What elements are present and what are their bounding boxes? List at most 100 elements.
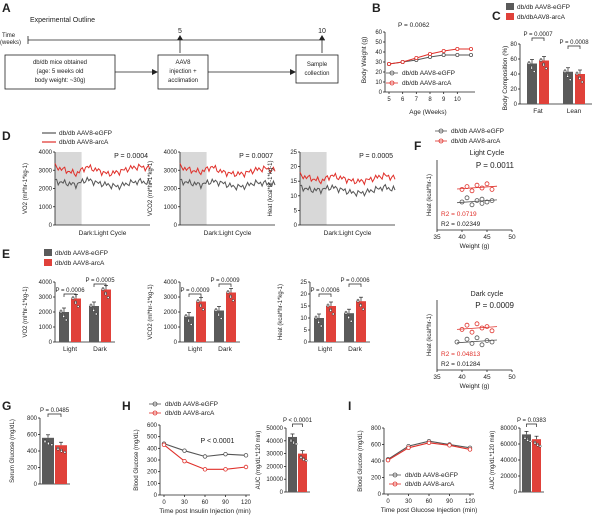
chart-h-auc-point bbox=[289, 439, 293, 443]
chart-d1-pvalue: P = 0.0004 bbox=[114, 153, 148, 160]
chart-f1-x-tick-label: 35 bbox=[433, 234, 441, 241]
chart-f2-fit-line bbox=[456, 339, 498, 344]
chart-d2-series-line bbox=[179, 163, 276, 179]
panel-h: H db/db AAV8-eGFP db/db AAV8-arcA 0 100 20… bbox=[122, 399, 313, 515]
chart-b-point bbox=[441, 53, 446, 58]
chart-d2-y-tick-label: 0 bbox=[174, 223, 178, 229]
chart-e3-point bbox=[326, 304, 330, 308]
chart-e1-ylabel: VO2 (ml*hr-1*kg-1) bbox=[23, 286, 29, 337]
chart-b-point bbox=[455, 53, 460, 58]
chart-g-y-tick-label: 400 bbox=[27, 449, 38, 455]
chart-b-y-tick-label: 30 bbox=[375, 60, 382, 66]
chart-c-x-tick-label: Fat bbox=[533, 108, 543, 115]
chart-e1-pvalue: P = 0.0005 bbox=[85, 278, 115, 284]
chart-h-y-tick-label: 400 bbox=[147, 446, 158, 452]
panel-label-g: G bbox=[2, 399, 11, 413]
chart-i-x-tick-label: 0 bbox=[386, 499, 390, 505]
chart-f2-ylabel: Heat (kcal*hr-1) bbox=[427, 314, 433, 356]
legend-swatch-arca bbox=[44, 259, 52, 266]
chart-e2-point bbox=[229, 295, 232, 299]
chart-f1-point bbox=[474, 198, 480, 204]
panel-label-h: H bbox=[122, 399, 131, 413]
chart-b-ylabel: Body Weight (g) bbox=[361, 37, 368, 83]
chart-e2-point bbox=[184, 315, 188, 318]
chart-b-y-tick-label: 50 bbox=[375, 40, 382, 46]
chart-e3-bar bbox=[344, 313, 354, 342]
panel-label-f: F bbox=[414, 139, 421, 153]
chart-b-pvalue: P = 0.0062 bbox=[398, 22, 430, 29]
chart-d2-xlabel: Dark:Light Cycle bbox=[204, 230, 252, 237]
chart-h-auc-y-tick-label: 40000 bbox=[266, 439, 283, 445]
chart-f2-title: Dark cycle bbox=[471, 291, 504, 298]
chart-h-y-tick-label: 300 bbox=[147, 458, 158, 464]
chart-e2-y-tick-label: 0 bbox=[174, 340, 178, 346]
chart-e2-y-tick-label: 1000 bbox=[164, 325, 178, 331]
chart-b-x-tick-label: 5 bbox=[387, 97, 391, 103]
chart-d-vo2-plot: 0 1000 2000 3000 4000 P = 0.0004 Dark:Light Cy… bbox=[23, 150, 151, 237]
panel-label-e: E bbox=[2, 247, 10, 261]
chart-e2-pvalue: P = 0.0009 bbox=[180, 288, 210, 294]
chart-c-y-tick-label: 80 bbox=[510, 42, 517, 48]
chart-i-x-tick-label: 60 bbox=[426, 499, 433, 505]
chart-h-y-tick-label: 500 bbox=[147, 435, 158, 441]
chart-b-point bbox=[414, 56, 419, 61]
chart-f1-point bbox=[489, 186, 495, 192]
chart-e3-ylabel: Heat (kcal*hr-1*kg-1) bbox=[278, 284, 284, 340]
outline-box2-line3: acclimation bbox=[168, 78, 198, 84]
panel-i: I 0 200 400 600 800 0 30 60 90 120 Time post Gluco… bbox=[348, 399, 547, 514]
chart-c-ylabel: Body Composition (%) bbox=[502, 46, 509, 111]
chart-e3-y-tick-label: 20 bbox=[300, 292, 307, 298]
chart-c-bar bbox=[563, 71, 573, 104]
chart-g-y-tick-label: 0 bbox=[34, 482, 38, 488]
chart-e1-point bbox=[89, 304, 93, 308]
chart-h-auc-significance-bracket bbox=[292, 423, 303, 427]
panel-label-i: I bbox=[348, 399, 351, 413]
chart-e1-point bbox=[104, 292, 107, 296]
chart-d1-y-tick-label: 3000 bbox=[39, 168, 53, 174]
chart-c-point bbox=[539, 59, 543, 62]
chart-d2-pvalue: P = 0.0007 bbox=[239, 153, 273, 160]
chart-b-y-tick-label: 10 bbox=[375, 80, 382, 86]
chart-h-auc-point bbox=[292, 441, 295, 445]
chart-e3-point bbox=[361, 307, 365, 311]
panel-f-legend-egfp: db/db AAV8-eGFP bbox=[451, 128, 504, 135]
chart-e3-pvalue: P = 0.0006 bbox=[340, 278, 370, 284]
chart-i-point bbox=[406, 445, 411, 450]
chart-h-point bbox=[223, 467, 228, 472]
chart-e1-significance-bracket bbox=[63, 293, 77, 297]
chart-e2-x-tick-label: Light bbox=[188, 346, 202, 353]
chart-d2-y-tick-label: 3000 bbox=[164, 168, 178, 174]
outline-box-injection bbox=[157, 54, 209, 90]
chart-e1-point bbox=[64, 318, 68, 322]
chart-i-auc-bar bbox=[532, 439, 541, 492]
chart-c-legend-egfp: db/db AAV8-eGFP bbox=[517, 4, 570, 11]
chart-e2-bar bbox=[214, 310, 224, 342]
chart-e2-ylabel: VCO2 (ml*hr-1*kg-1) bbox=[148, 284, 154, 339]
chart-e1-x-tick-label: Dark bbox=[93, 346, 107, 353]
chart-d3-y-tick-label: 20 bbox=[290, 165, 297, 171]
chart-d1-y-tick-label: 1000 bbox=[39, 205, 53, 211]
chart-f2-point bbox=[454, 339, 460, 345]
chart-d3-series-line bbox=[299, 183, 396, 198]
chart-c-point bbox=[544, 67, 548, 70]
chart-e1-point bbox=[101, 288, 105, 291]
chart-f2-point bbox=[474, 321, 480, 327]
chart-h-pvalue: P < 0.0001 bbox=[201, 438, 235, 445]
chart-e3-y-tick-label: 0 bbox=[304, 340, 308, 346]
chart-g-point bbox=[60, 449, 63, 453]
chart-i-auc-pvalue: P = 0.0383 bbox=[517, 418, 547, 424]
chart-h-auc-y-tick-label: 10000 bbox=[266, 477, 283, 483]
chart-h-y-tick-label: 100 bbox=[147, 481, 158, 487]
chart-e3-significance-bracket bbox=[348, 283, 362, 287]
chart-b-y-tick-label: 40 bbox=[375, 50, 382, 56]
chart-f2-r2-arca: R2 = 0.04813 bbox=[441, 351, 481, 358]
legend-swatch-arca bbox=[506, 13, 514, 20]
chart-d3-ylabel: Heat (kcal*hr-1*kg-1) bbox=[268, 160, 274, 216]
chart-h-auc-bar bbox=[288, 436, 297, 492]
chart-i-x-tick-label: 120 bbox=[465, 499, 476, 505]
panel-e-legend-arca: db/db AAV8-arcA bbox=[55, 260, 105, 267]
